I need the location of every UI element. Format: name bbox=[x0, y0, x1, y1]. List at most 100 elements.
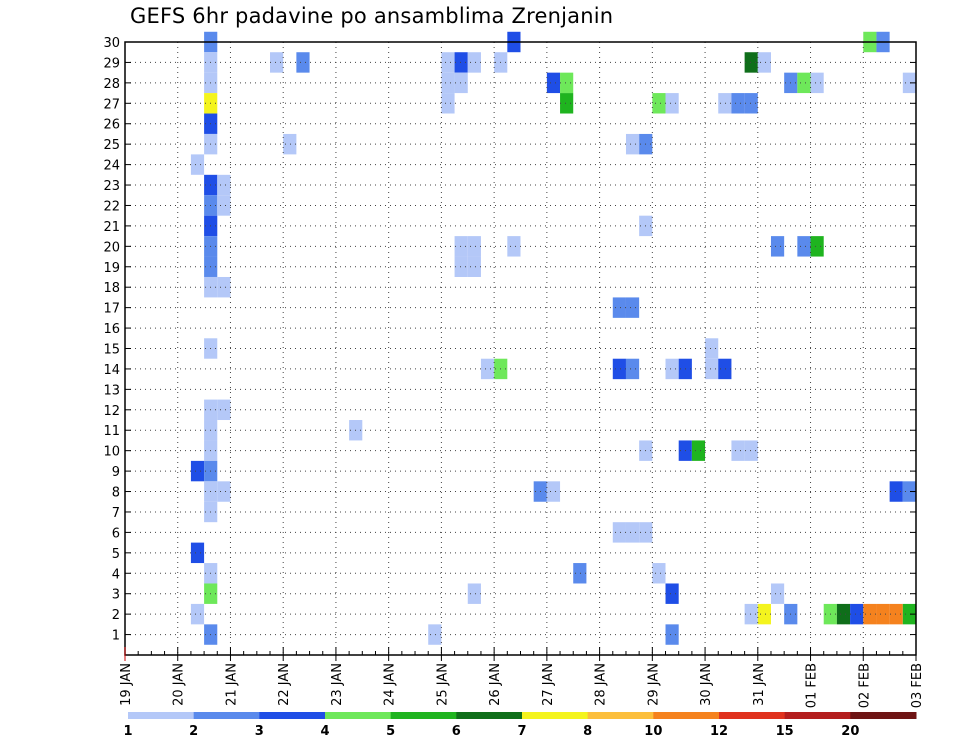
heatmap-cell bbox=[705, 338, 719, 359]
colorbar-label: 7 bbox=[517, 724, 526, 739]
y-tick-label: 2 bbox=[112, 608, 120, 623]
heatmap-cell bbox=[217, 195, 231, 216]
heatmap-cell bbox=[731, 440, 745, 461]
heatmap-cell bbox=[480, 358, 495, 380]
colorbar-segment bbox=[325, 712, 392, 719]
colorbar-segment bbox=[522, 712, 589, 719]
heatmap-cell bbox=[665, 93, 679, 114]
heatmap-cell bbox=[217, 174, 231, 196]
colorbar-label: 5 bbox=[386, 724, 395, 739]
heatmap-cell bbox=[441, 52, 455, 73]
heatmap-cell bbox=[902, 72, 916, 94]
heatmap-cell bbox=[902, 481, 916, 502]
colorbar-label: 4 bbox=[320, 724, 329, 739]
x-tick-label: 25 JAN bbox=[435, 663, 450, 706]
colorbar-segment bbox=[850, 712, 917, 719]
y-tick-label: 29 bbox=[103, 56, 120, 71]
y-tick-label: 14 bbox=[103, 363, 120, 378]
colorbar-segment bbox=[128, 712, 195, 719]
colorbar-label: 2 bbox=[189, 724, 198, 739]
y-tick-label: 23 bbox=[103, 179, 120, 194]
x-tick-label: 29 JAN bbox=[646, 663, 661, 706]
colorbar-segment bbox=[390, 712, 457, 719]
heatmap-cell bbox=[560, 93, 574, 114]
heatmap-cell bbox=[454, 72, 468, 94]
heatmap-cell bbox=[441, 72, 455, 94]
heatmap-cell bbox=[665, 583, 679, 604]
chart-title: GEFS 6hr padavine po ansamblima Zrenjani… bbox=[130, 4, 614, 28]
heatmap-cell bbox=[612, 297, 626, 318]
heatmap-cell bbox=[454, 52, 468, 73]
heatmap-cells bbox=[190, 31, 916, 645]
heatmap-cell bbox=[744, 52, 758, 73]
heatmap-cell bbox=[217, 276, 231, 298]
colorbar-segment bbox=[784, 712, 851, 719]
heatmap-cell bbox=[546, 72, 561, 94]
heatmap-cell bbox=[190, 542, 205, 564]
colorbar-label: 8 bbox=[583, 724, 592, 739]
heatmap-cell bbox=[283, 133, 297, 155]
y-tick-label: 19 bbox=[103, 261, 120, 276]
x-tick-label: 28 JAN bbox=[594, 663, 609, 706]
x-tick-label: 31 JAN bbox=[752, 663, 767, 706]
y-tick-label: 30 bbox=[103, 36, 120, 51]
y-tick-label: 10 bbox=[103, 445, 120, 460]
y-tick-label: 24 bbox=[103, 159, 120, 174]
heatmap-cell bbox=[573, 563, 587, 584]
heatmap-cell bbox=[863, 603, 877, 625]
x-tick-label: 03 FEB bbox=[910, 663, 925, 708]
colorbar-label: 6 bbox=[452, 724, 461, 739]
x-tick-label: 22 JAN bbox=[277, 663, 292, 706]
heatmap-cell bbox=[625, 133, 640, 155]
heatmap-cell bbox=[770, 236, 785, 257]
heatmap-cell bbox=[850, 603, 864, 625]
y-tick-label: 1 bbox=[112, 629, 120, 644]
heatmap-cell bbox=[467, 583, 481, 604]
heatmap-cell bbox=[454, 236, 468, 257]
heatmap-cell bbox=[467, 236, 481, 257]
heatmap-cell bbox=[705, 358, 719, 380]
x-tick-label: 30 JAN bbox=[699, 663, 714, 706]
heatmap-cell bbox=[718, 358, 732, 380]
y-tick-label: 15 bbox=[103, 343, 120, 358]
x-tick-label: 23 JAN bbox=[330, 663, 345, 706]
heatmap-cell bbox=[190, 603, 205, 625]
y-tick-label: 6 bbox=[112, 526, 120, 541]
colorbar-segment bbox=[456, 712, 523, 719]
y-tick-label: 26 bbox=[103, 118, 120, 133]
colorbar-segment bbox=[193, 712, 260, 719]
x-tick-label: 21 JAN bbox=[224, 663, 239, 706]
heatmap-cell bbox=[665, 358, 679, 380]
y-tick-label: 18 bbox=[103, 281, 120, 296]
heatmap-cell bbox=[428, 624, 442, 645]
y-tick-label: 5 bbox=[112, 547, 120, 562]
heatmap-cell bbox=[731, 93, 745, 114]
heatmap-cell bbox=[467, 256, 481, 277]
heatmap-cell bbox=[612, 522, 626, 543]
heatmap-cell bbox=[652, 563, 666, 584]
heatmap-cell bbox=[217, 399, 231, 421]
x-tick-label: 02 FEB bbox=[857, 663, 872, 708]
colorbar-label: 3 bbox=[255, 724, 264, 739]
colorbar-label: 1 bbox=[123, 724, 132, 739]
x-axis: 19 JAN 20 JAN 21 JAN 22 JAN 23 JAN 24 JAN 25 J… bbox=[119, 647, 925, 708]
x-tick-label: 20 JAN bbox=[172, 663, 187, 706]
colorbar-label: 12 bbox=[710, 724, 728, 739]
x-tick-label: 27 JAN bbox=[541, 663, 556, 706]
heatmap-cell bbox=[454, 256, 468, 277]
y-tick-label: 28 bbox=[103, 77, 120, 92]
y-tick-label: 12 bbox=[103, 404, 120, 419]
heatmap-cell bbox=[744, 603, 758, 625]
colorbar-segment bbox=[653, 712, 720, 719]
y-tick-label: 25 bbox=[103, 138, 120, 153]
y-tick-label: 13 bbox=[103, 383, 120, 398]
heatmap-cell bbox=[810, 72, 824, 94]
colorbar-label: 20 bbox=[841, 724, 859, 739]
heatmap-cell bbox=[217, 481, 231, 502]
heatmap-cell bbox=[190, 460, 205, 482]
y-tick-label: 21 bbox=[103, 220, 120, 235]
y-tick-label: 9 bbox=[112, 465, 120, 480]
heatmap-cell bbox=[797, 72, 811, 94]
x-tick-label: 24 JAN bbox=[383, 663, 398, 706]
y-axis: 1234567891011121314151617181920212223242… bbox=[103, 36, 916, 644]
